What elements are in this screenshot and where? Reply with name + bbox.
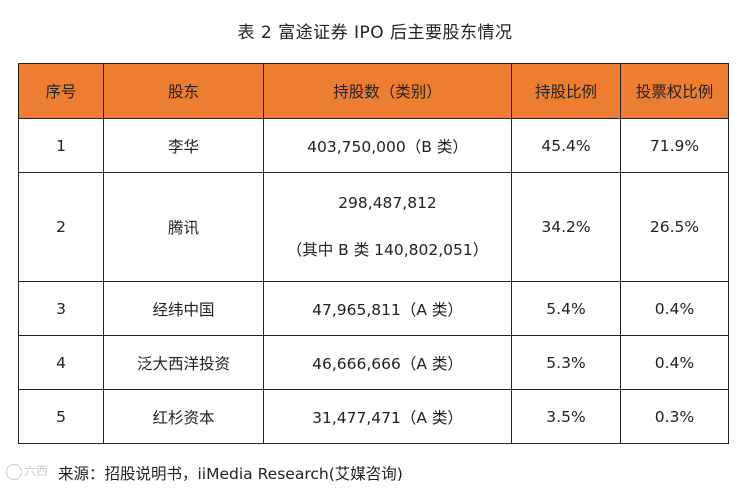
cell-holder: 红杉资本 (103, 389, 264, 444)
cell-shares-total: 298,487,812 (338, 194, 437, 212)
watermark: 六西 (6, 462, 48, 480)
header-no: 序号 (18, 63, 104, 119)
cell-ratio: 5.3% (511, 335, 621, 390)
cell-holder: 李华 (103, 118, 264, 173)
cell-ratio: 34.2% (511, 172, 621, 282)
cell-vote: 0.3% (620, 389, 729, 444)
table-header-row: 序号 股东 持股数（类别） 持股比例 投票权比例 (18, 63, 729, 119)
header-vote: 投票权比例 (620, 63, 729, 119)
cell-no: 1 (18, 118, 104, 173)
table-row: 3 经纬中国 47,965,811（A 类） 5.4% 0.4% (18, 281, 729, 336)
cell-holder: 腾讯 (103, 172, 264, 282)
cell-shares-note: （其中 B 类 140,802,051） (286, 241, 489, 259)
cell-no: 4 (18, 335, 104, 390)
cell-ratio: 3.5% (511, 389, 621, 444)
cell-shares: 298,487,812 （其中 B 类 140,802,051） (263, 172, 512, 282)
cell-holder: 经纬中国 (103, 281, 264, 336)
cell-shares: 31,477,471（A 类） (263, 389, 512, 444)
cell-ratio: 5.4% (511, 281, 621, 336)
watermark-text: 六西 (24, 464, 49, 478)
cell-shares: 47,965,811（A 类） (263, 281, 512, 336)
cell-ratio: 45.4% (511, 118, 621, 173)
cell-no: 2 (18, 172, 104, 282)
source-note: 来源：招股说明书，iiMedia Research(艾媒咨询) (58, 465, 403, 483)
cell-no: 3 (18, 281, 104, 336)
shareholder-table: 序号 股东 持股数（类别） 持股比例 投票权比例 1 李华 403,750,00… (18, 63, 729, 444)
table-row: 4 泛大西洋投资 46,666,666（A 类） 5.3% 0.4% (18, 335, 729, 390)
cell-shares: 46,666,666（A 类） (263, 335, 512, 390)
cell-vote: 71.9% (620, 118, 729, 173)
cell-shares: 403,750,000（B 类） (263, 118, 512, 173)
table-row: 5 红杉资本 31,477,471（A 类） 3.5% 0.3% (18, 389, 729, 444)
cell-vote: 26.5% (620, 172, 729, 282)
table-row: 2 腾讯 298,487,812 （其中 B 类 140,802,051） 34… (18, 172, 729, 282)
header-ratio: 持股比例 (511, 63, 621, 119)
table-row: 1 李华 403,750,000（B 类） 45.4% 71.9% (18, 118, 729, 173)
watermark-logo-icon (6, 463, 22, 480)
cell-vote: 0.4% (620, 335, 729, 390)
header-holder: 股东 (103, 63, 264, 119)
cell-vote: 0.4% (620, 281, 729, 336)
table-title: 表 2 富途证券 IPO 后主要股东情况 (237, 23, 513, 43)
header-shares: 持股数（类别） (263, 63, 512, 119)
cell-no: 5 (18, 389, 104, 444)
cell-holder: 泛大西洋投资 (103, 335, 264, 390)
